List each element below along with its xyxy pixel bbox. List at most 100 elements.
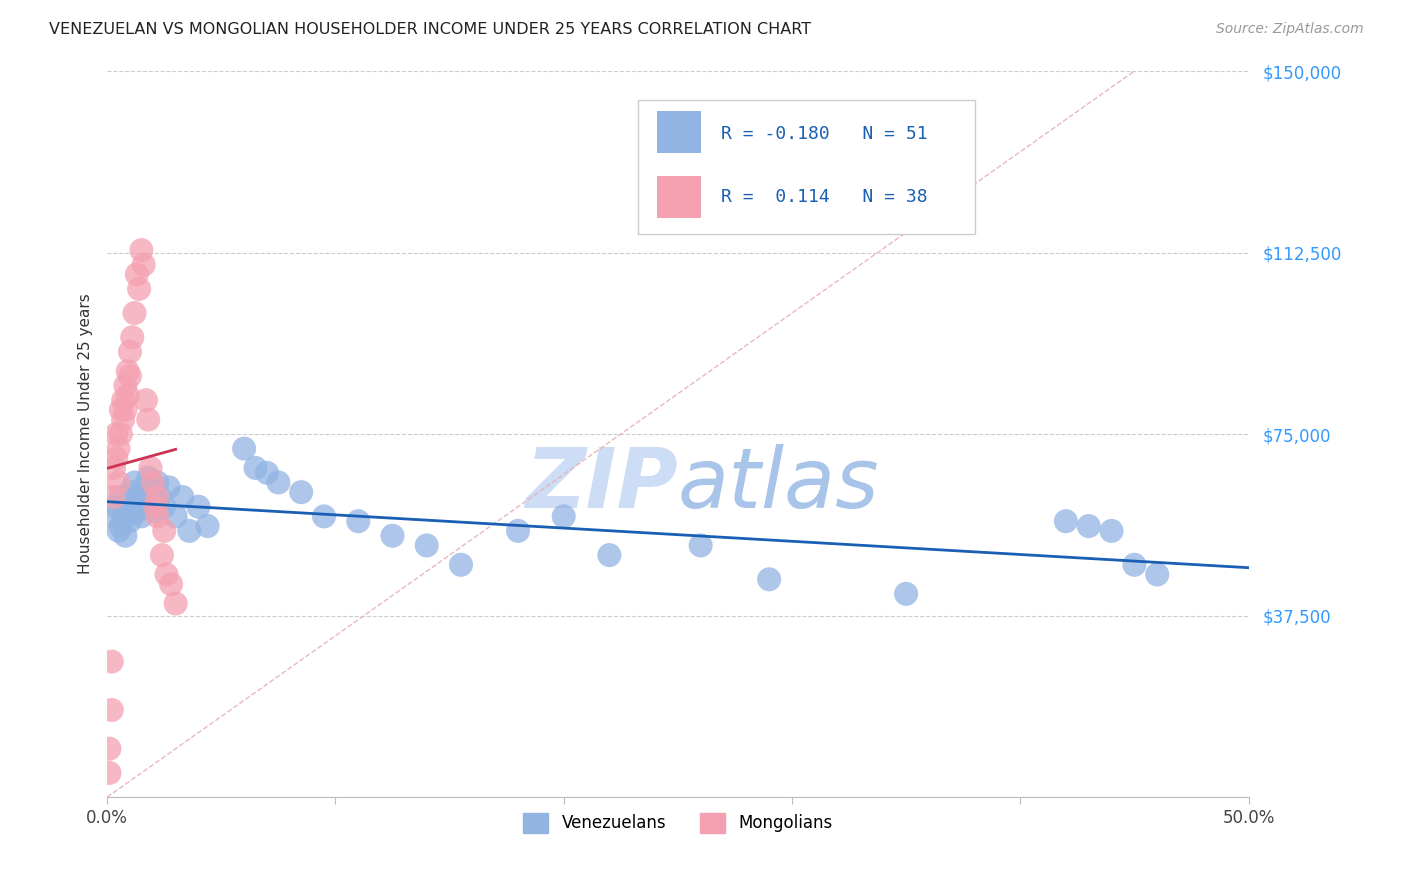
- Point: [1123, 558, 1146, 572]
- Point: [112, 509, 135, 524]
- Point: [118, 485, 141, 500]
- Point: [150, 548, 173, 562]
- Point: [172, 490, 194, 504]
- Point: [110, 519, 132, 533]
- Point: [267, 475, 290, 490]
- Point: [197, 519, 219, 533]
- Point: [135, 393, 157, 408]
- Point: [142, 485, 165, 500]
- Text: atlas: atlas: [678, 444, 880, 525]
- Point: [146, 475, 169, 490]
- Point: [132, 480, 155, 494]
- Point: [118, 344, 141, 359]
- Point: [103, 490, 125, 504]
- Point: [118, 369, 141, 384]
- Point: [553, 509, 575, 524]
- Point: [153, 524, 176, 538]
- Point: [312, 509, 335, 524]
- Point: [125, 504, 148, 518]
- Text: ZIP: ZIP: [526, 444, 678, 525]
- Point: [143, 504, 166, 518]
- Point: [135, 500, 157, 514]
- Point: [112, 412, 135, 426]
- Text: R = -0.180   N = 51: R = -0.180 N = 51: [721, 125, 928, 144]
- Point: [121, 330, 143, 344]
- Point: [1054, 514, 1077, 528]
- Legend: Venezuelans, Mongolians: Venezuelans, Mongolians: [517, 806, 839, 839]
- Point: [121, 495, 143, 509]
- Point: [114, 403, 136, 417]
- Point: [450, 558, 472, 572]
- Point: [131, 509, 153, 524]
- Point: [136, 412, 159, 426]
- Point: [146, 509, 169, 524]
- Point: [416, 538, 439, 552]
- Point: [381, 529, 404, 543]
- Point: [117, 364, 139, 378]
- Point: [114, 378, 136, 392]
- Point: [1077, 519, 1099, 533]
- Point: [107, 475, 129, 490]
- Point: [347, 514, 370, 528]
- Point: [105, 500, 128, 514]
- Point: [103, 509, 125, 524]
- Point: [143, 500, 166, 514]
- Text: Source: ZipAtlas.com: Source: ZipAtlas.com: [1216, 22, 1364, 37]
- Point: [598, 548, 620, 562]
- Point: [107, 442, 129, 456]
- Text: VENEZUELAN VS MONGOLIAN HOUSEHOLDER INCOME UNDER 25 YEARS CORRELATION CHART: VENEZUELAN VS MONGOLIAN HOUSEHOLDER INCO…: [49, 22, 811, 37]
- Point: [139, 461, 162, 475]
- Point: [136, 470, 159, 484]
- Point: [114, 529, 136, 543]
- Point: [155, 567, 177, 582]
- Point: [128, 282, 150, 296]
- Point: [117, 388, 139, 402]
- Point: [165, 509, 187, 524]
- Point: [128, 490, 150, 504]
- Point: [1101, 524, 1123, 538]
- Point: [187, 500, 209, 514]
- Point: [110, 403, 132, 417]
- Point: [105, 427, 128, 442]
- Point: [100, 703, 122, 717]
- Point: [118, 514, 141, 528]
- Point: [110, 427, 132, 442]
- Point: [117, 500, 139, 514]
- Point: [245, 461, 267, 475]
- Point: [1146, 567, 1168, 582]
- Point: [146, 490, 169, 504]
- Point: [110, 490, 132, 504]
- Point: [179, 524, 201, 538]
- Point: [131, 243, 153, 257]
- Point: [165, 597, 187, 611]
- FancyBboxPatch shape: [638, 100, 974, 235]
- Point: [157, 480, 180, 494]
- Point: [132, 258, 155, 272]
- Point: [233, 442, 256, 456]
- Bar: [657, 111, 700, 153]
- Point: [98, 741, 121, 756]
- Point: [103, 461, 125, 475]
- Point: [689, 538, 711, 552]
- Point: [153, 500, 176, 514]
- Point: [105, 451, 128, 466]
- Point: [758, 572, 780, 586]
- Point: [139, 495, 162, 509]
- Y-axis label: Householder Income Under 25 years: Householder Income Under 25 years: [79, 293, 93, 574]
- Point: [98, 765, 121, 780]
- Point: [160, 577, 183, 591]
- Point: [290, 485, 312, 500]
- Bar: [657, 176, 700, 218]
- Point: [256, 466, 278, 480]
- Text: R =  0.114   N = 38: R = 0.114 N = 38: [721, 187, 928, 206]
- Point: [894, 587, 917, 601]
- Point: [142, 475, 165, 490]
- Point: [112, 393, 135, 408]
- Point: [149, 490, 172, 504]
- Point: [107, 524, 129, 538]
- Point: [125, 268, 148, 282]
- Point: [506, 524, 529, 538]
- Point: [124, 306, 146, 320]
- Point: [124, 475, 146, 490]
- Point: [100, 655, 122, 669]
